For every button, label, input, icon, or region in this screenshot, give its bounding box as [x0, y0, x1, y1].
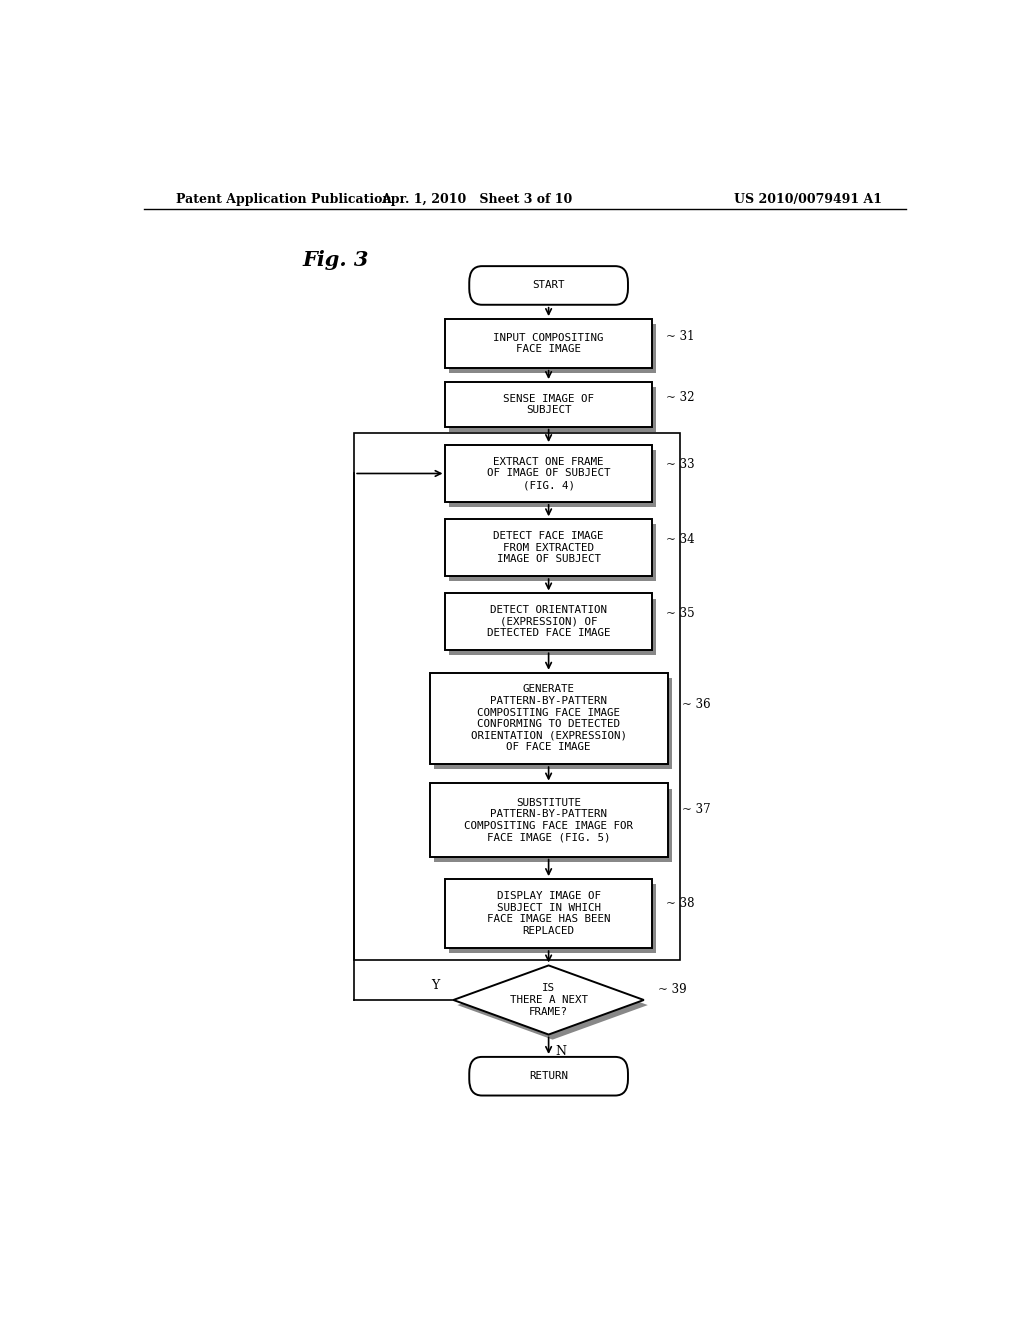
- Text: START: START: [532, 280, 565, 290]
- Text: GENERATE
PATTERN-BY-PATTERN
COMPOSITING FACE IMAGE
CONFORMING TO DETECTED
ORIENT: GENERATE PATTERN-BY-PATTERN COMPOSITING …: [471, 685, 627, 752]
- Text: Patent Application Publication: Patent Application Publication: [176, 193, 391, 206]
- Polygon shape: [454, 965, 644, 1035]
- Text: ~ 39: ~ 39: [658, 983, 687, 997]
- FancyBboxPatch shape: [469, 1057, 628, 1096]
- Polygon shape: [458, 970, 648, 1040]
- Text: Apr. 1, 2010   Sheet 3 of 10: Apr. 1, 2010 Sheet 3 of 10: [382, 193, 572, 206]
- Text: SENSE IMAGE OF
SUBJECT: SENSE IMAGE OF SUBJECT: [503, 393, 594, 416]
- Bar: [450, 598, 655, 656]
- Text: INPUT COMPOSITING
FACE IMAGE: INPUT COMPOSITING FACE IMAGE: [494, 333, 604, 354]
- Bar: [445, 594, 652, 651]
- Bar: [450, 450, 655, 507]
- Bar: [430, 673, 668, 764]
- Bar: [450, 524, 655, 581]
- Text: US 2010/0079491 A1: US 2010/0079491 A1: [734, 193, 882, 206]
- Bar: [445, 319, 652, 368]
- Text: ~ 38: ~ 38: [666, 896, 694, 909]
- Text: ~ 34: ~ 34: [666, 533, 694, 545]
- Bar: [433, 677, 672, 770]
- Text: ~ 32: ~ 32: [666, 391, 694, 404]
- Text: IS
THERE A NEXT
FRAME?: IS THERE A NEXT FRAME?: [510, 983, 588, 1016]
- Text: ~ 37: ~ 37: [682, 803, 711, 816]
- Bar: [450, 387, 655, 432]
- FancyBboxPatch shape: [469, 267, 628, 305]
- Text: Fig. 3: Fig. 3: [303, 249, 369, 271]
- Text: ~ 36: ~ 36: [682, 698, 711, 711]
- Text: DETECT ORIENTATION
(EXPRESSION) OF
DETECTED FACE IMAGE: DETECT ORIENTATION (EXPRESSION) OF DETEC…: [486, 606, 610, 639]
- Bar: [450, 884, 655, 953]
- Bar: [354, 433, 680, 961]
- Bar: [445, 445, 652, 502]
- Text: SUBSTITUTE
PATTERN-BY-PATTERN
COMPOSITING FACE IMAGE FOR
FACE IMAGE (FIG. 5): SUBSTITUTE PATTERN-BY-PATTERN COMPOSITIN…: [464, 797, 633, 842]
- Text: DETECT FACE IMAGE
FROM EXTRACTED
IMAGE OF SUBJECT: DETECT FACE IMAGE FROM EXTRACTED IMAGE O…: [494, 531, 604, 564]
- Text: ~ 31: ~ 31: [666, 330, 694, 343]
- Bar: [450, 325, 655, 372]
- Bar: [445, 381, 652, 426]
- Bar: [445, 519, 652, 576]
- Text: ~ 35: ~ 35: [666, 607, 694, 620]
- Text: N: N: [555, 1044, 566, 1057]
- Bar: [430, 784, 668, 857]
- Text: DISPLAY IMAGE OF
SUBJECT IN WHICH
FACE IMAGE HAS BEEN
REPLACED: DISPLAY IMAGE OF SUBJECT IN WHICH FACE I…: [486, 891, 610, 936]
- Bar: [445, 879, 652, 948]
- Bar: [433, 788, 672, 862]
- Text: ~ 33: ~ 33: [666, 458, 694, 471]
- Text: Y: Y: [431, 979, 439, 991]
- Text: RETURN: RETURN: [529, 1072, 568, 1081]
- Text: EXTRACT ONE FRAME
OF IMAGE OF SUBJECT
(FIG. 4): EXTRACT ONE FRAME OF IMAGE OF SUBJECT (F…: [486, 457, 610, 490]
